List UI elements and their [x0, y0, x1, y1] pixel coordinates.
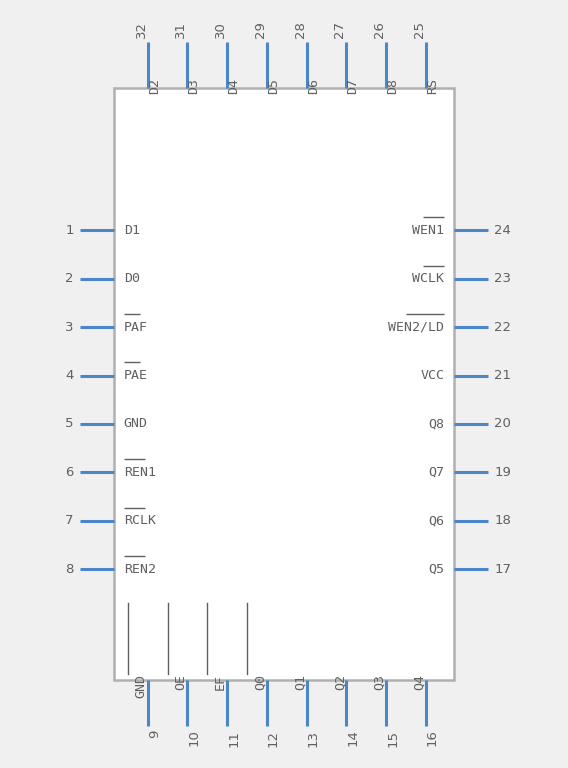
Text: 18: 18 — [494, 515, 511, 527]
Text: WEN2/LD: WEN2/LD — [388, 321, 444, 333]
Text: 5: 5 — [65, 418, 74, 430]
Text: PAF: PAF — [124, 321, 148, 333]
Text: 23: 23 — [494, 273, 511, 285]
Text: Q6: Q6 — [428, 515, 444, 527]
Text: D4: D4 — [227, 78, 240, 94]
Text: Q3: Q3 — [373, 674, 386, 690]
Text: 24: 24 — [494, 224, 511, 237]
Text: REN1: REN1 — [124, 466, 156, 478]
Text: GND: GND — [135, 674, 148, 697]
Text: 29: 29 — [254, 22, 267, 38]
Text: 17: 17 — [494, 563, 511, 575]
Text: D3: D3 — [187, 78, 201, 94]
Text: VCC: VCC — [420, 369, 444, 382]
Bar — [114, 88, 454, 680]
Text: 21: 21 — [494, 369, 511, 382]
Text: RS: RS — [426, 78, 439, 94]
Text: 9: 9 — [148, 730, 161, 738]
Text: 16: 16 — [426, 730, 439, 746]
Text: GND: GND — [124, 418, 148, 430]
Text: 22: 22 — [494, 321, 511, 333]
Text: Q8: Q8 — [428, 418, 444, 430]
Text: RCLK: RCLK — [124, 515, 156, 527]
Text: D5: D5 — [267, 78, 280, 94]
Text: REN2: REN2 — [124, 563, 156, 575]
Text: 25: 25 — [413, 22, 426, 38]
Text: Q7: Q7 — [428, 466, 444, 478]
Text: Q1: Q1 — [294, 674, 307, 690]
Text: D0: D0 — [124, 273, 140, 285]
Text: 6: 6 — [65, 466, 74, 478]
Text: D8: D8 — [386, 78, 399, 94]
Text: 4: 4 — [65, 369, 74, 382]
Text: OE: OE — [174, 674, 187, 690]
Text: WCLK: WCLK — [412, 273, 444, 285]
Text: EF: EF — [214, 674, 227, 690]
Text: D6: D6 — [307, 78, 320, 94]
Text: D1: D1 — [124, 224, 140, 237]
Text: 10: 10 — [187, 730, 201, 746]
Text: PAE: PAE — [124, 369, 148, 382]
Text: 28: 28 — [294, 22, 307, 38]
Text: 12: 12 — [267, 730, 280, 746]
Text: 8: 8 — [65, 563, 74, 575]
Text: 7: 7 — [65, 515, 74, 527]
Text: WEN1: WEN1 — [412, 224, 444, 237]
Text: 20: 20 — [494, 418, 511, 430]
Text: 27: 27 — [333, 22, 346, 38]
Text: Q0: Q0 — [254, 674, 267, 690]
Text: 19: 19 — [494, 466, 511, 478]
Text: D2: D2 — [148, 78, 161, 94]
Text: Q4: Q4 — [413, 674, 426, 690]
Text: 2: 2 — [65, 273, 74, 285]
Text: 11: 11 — [227, 730, 240, 746]
Text: 15: 15 — [386, 730, 399, 746]
Text: 13: 13 — [307, 730, 320, 746]
Text: Q5: Q5 — [428, 563, 444, 575]
Text: 31: 31 — [174, 22, 187, 38]
Text: 26: 26 — [373, 22, 386, 38]
Text: 30: 30 — [214, 22, 227, 38]
Text: D7: D7 — [346, 78, 360, 94]
Text: 14: 14 — [346, 730, 360, 746]
Text: 1: 1 — [65, 224, 74, 237]
Text: 32: 32 — [135, 22, 148, 38]
Text: Q2: Q2 — [333, 674, 346, 690]
Text: 3: 3 — [65, 321, 74, 333]
